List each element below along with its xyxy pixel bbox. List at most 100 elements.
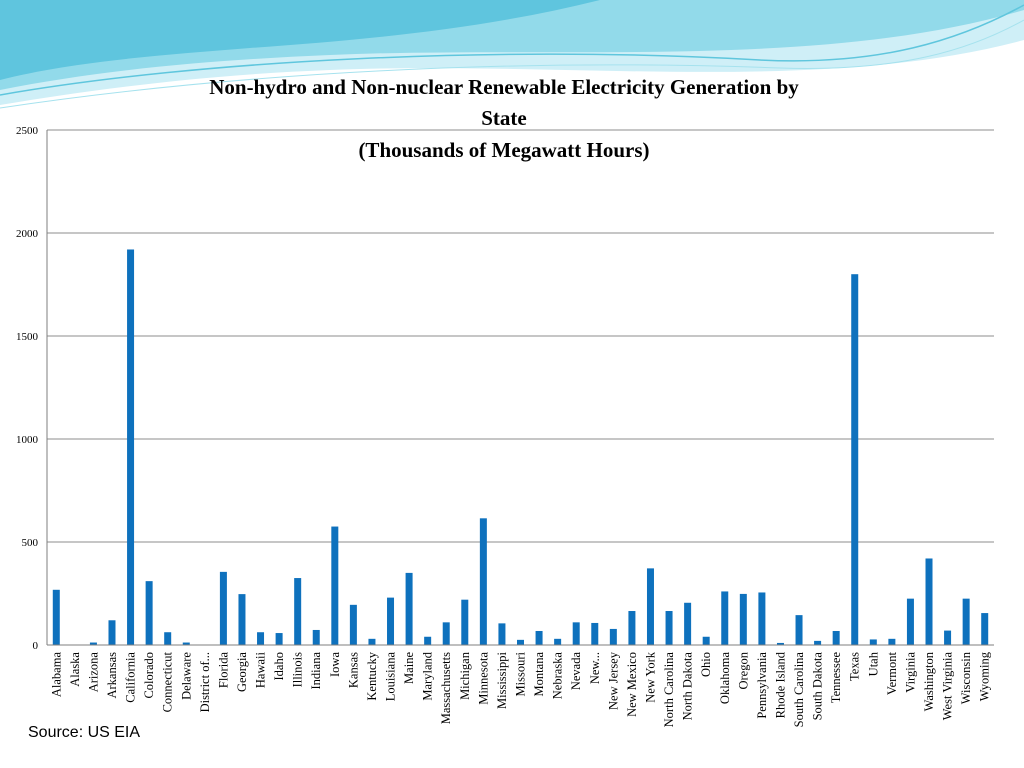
bar [498,623,506,645]
y-tick-label: 0 [33,640,39,652]
bar [906,598,914,645]
bar [164,632,172,645]
bar [517,639,524,645]
x-tick-label: Oregon [736,651,750,689]
bar [368,638,376,645]
bar [52,589,60,645]
x-tick-label: Alabama [49,652,63,698]
x-tick-label: District of... [198,652,212,712]
x-axis-labels: Alabama Alaska Arizona Arkansas California Co… [49,651,991,727]
bar [238,594,246,645]
bar [851,274,859,645]
bar [405,572,413,645]
bar [702,636,710,645]
x-tick-label: Indiana [309,652,323,690]
bar [776,642,784,645]
bars [52,249,989,646]
bar [814,640,822,645]
x-tick-label: Missouri [514,651,528,696]
x-tick-label: Virginia [903,652,917,693]
x-tick-label: Louisiana [384,652,398,702]
bar [944,630,952,645]
bar [721,591,729,645]
x-tick-label: California [124,652,138,703]
x-tick-label: Delaware [179,652,193,700]
bar [795,615,803,645]
x-tick-label: Georgia [235,652,249,692]
x-tick-label: Alaska [68,652,82,687]
x-tick-label: Texas [848,652,862,681]
x-tick-label: Michigan [458,651,472,700]
x-tick-label: Idaho [272,652,286,680]
x-tick-label: New Jersey [606,651,620,710]
bar [387,597,395,645]
x-tick-label: Arkansas [105,652,119,699]
bar [925,558,933,645]
bar [257,632,265,645]
gridlines [47,129,994,543]
bar [349,604,357,645]
x-tick-label: North Dakota [681,652,695,721]
y-tick-label: 1500 [16,331,39,343]
x-tick-label: Maryland [421,651,435,700]
bar [127,249,135,646]
bar [424,636,432,645]
bar [609,628,617,645]
bar [89,642,97,645]
bar [145,581,153,645]
bar [869,639,877,645]
bar [981,613,989,645]
bar [275,633,283,645]
bar [628,611,636,645]
x-tick-label: Pennsylvania [755,652,769,719]
y-axis-ticks: 0 500 1000 1500 2000 2500 [16,125,39,652]
title-backdrop [300,136,710,166]
x-tick-label: Wyoming [978,651,992,701]
wave-dark [0,0,600,80]
bar [646,568,654,645]
bar [591,622,599,645]
x-tick-label: Tennessee [829,652,843,704]
wave-line [0,19,1024,109]
source-note: Source: US EIA [28,724,141,741]
bar [832,630,840,645]
bar [182,642,190,645]
bar [739,593,747,645]
x-tick-label: Ohio [699,652,713,677]
x-tick-label: South Dakota [811,652,825,721]
x-tick-label: Massachusetts [439,652,453,724]
background-wave-decoration [0,0,1024,109]
x-tick-label: Mississippi [495,651,509,708]
x-tick-label: Minnesota [476,652,490,705]
x-tick-label: Maine [402,652,416,684]
y-tick-label: 2000 [16,228,39,240]
title-line-3: (Thousands of Megawatt Hours) [358,138,649,162]
bar [572,622,580,645]
bar [684,602,692,645]
x-tick-label: Rhode Island [773,651,787,718]
x-tick-label: Washington [922,651,936,711]
bar [962,598,970,645]
bar [758,592,766,645]
x-tick-label: Kansas [346,652,360,688]
x-tick-label: Kentucky [365,651,379,700]
x-tick-label: South Carolina [792,652,806,728]
x-tick-label: Vermont [885,651,899,695]
x-tick-label: Arizona [86,652,100,693]
x-tick-label: Colorado [142,652,156,699]
x-tick-label: Illinois [291,652,305,688]
title-line-1: Non-hydro and Non-nuclear Renewable Elec… [209,75,799,99]
bar [312,629,320,645]
x-tick-label: Connecticut [161,651,175,712]
x-tick-label: Hawaii [254,651,268,688]
y-tick-label: 1000 [16,434,39,446]
bar [554,638,562,645]
x-tick-label: Wisconsin [959,651,973,704]
wave-line [0,4,1024,96]
bar [442,622,450,645]
x-tick-label: Nebraska [551,652,565,700]
x-tick-label: North Carolina [662,652,676,728]
x-tick-label: Nevada [569,652,583,691]
bar [461,599,469,645]
